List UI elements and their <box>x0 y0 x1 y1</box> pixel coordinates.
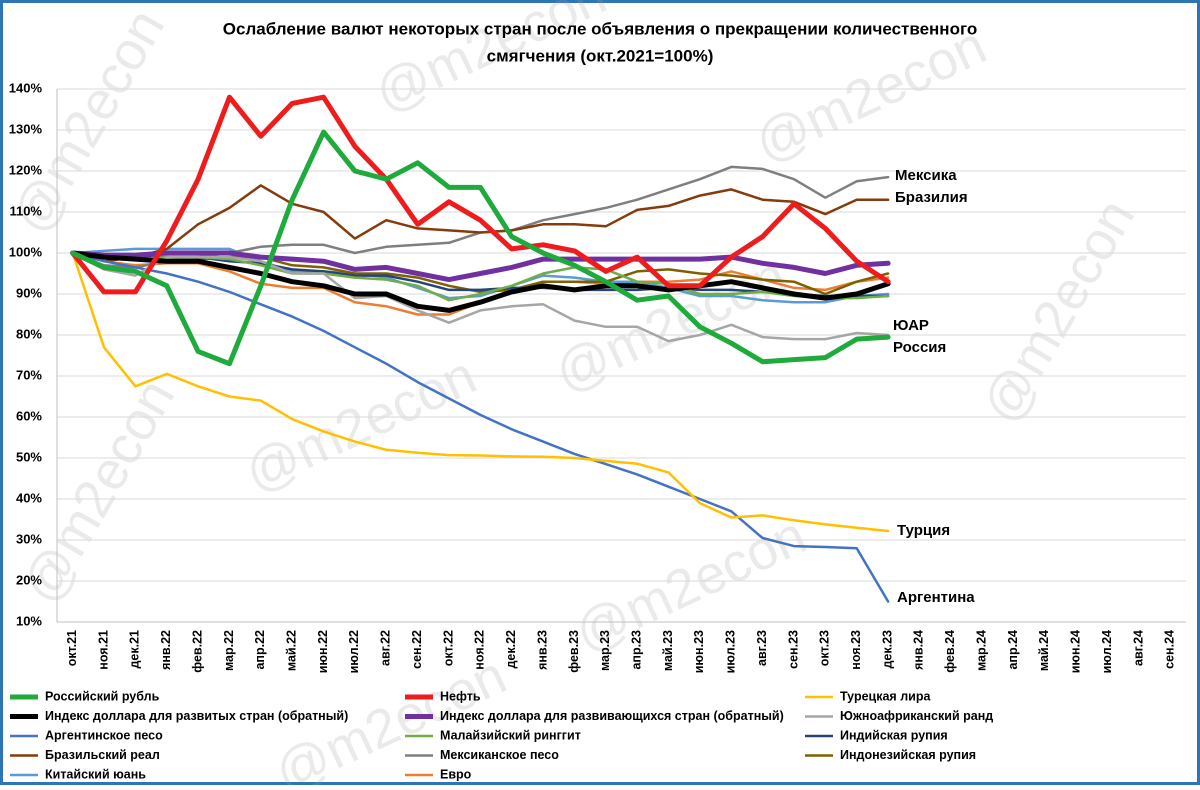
y-tick-label: 70% <box>16 367 42 382</box>
x-tick-label: янв.24 <box>912 630 926 670</box>
x-tick-label: июл.23 <box>724 630 738 673</box>
x-tick-label: фев.24 <box>943 630 957 673</box>
legend-label: Малайзийский ринггит <box>440 728 581 742</box>
series-line <box>71 247 890 304</box>
x-tick-label: янв.23 <box>535 630 549 670</box>
annotation: Бразилия <box>895 189 968 206</box>
y-tick-label: 80% <box>16 326 42 341</box>
x-tick-label: авг.24 <box>1131 630 1145 666</box>
legend-label: Индийская рупия <box>840 728 948 742</box>
legend-label: Индекс доллара для развитых стран (обрат… <box>45 709 348 723</box>
y-tick-label: 130% <box>9 121 43 136</box>
legend-label: Индекс доллара для развивающихся стран (… <box>440 709 784 723</box>
series-line <box>71 251 890 343</box>
series-line <box>70 129 891 367</box>
x-tick-label: фев.23 <box>567 630 581 673</box>
legend-label: Российский рубль <box>45 689 160 703</box>
x-tick-label: окт.22 <box>441 630 455 666</box>
y-tick-label: 20% <box>16 572 42 587</box>
x-tick-label: дек.21 <box>128 630 142 669</box>
legend-label: Южноафриканский ранд <box>840 709 993 723</box>
x-tick-label: мар.22 <box>222 630 236 671</box>
y-tick-label: 10% <box>16 613 42 628</box>
x-tick-label: окт.21 <box>65 630 79 666</box>
series-line <box>71 184 890 263</box>
chart-title: Ослабление валют некоторых стран после о… <box>223 19 977 38</box>
annotation: Турция <box>897 522 950 539</box>
x-tick-label: июл.22 <box>347 630 361 673</box>
legend-label: Индонезийская рупия <box>840 748 976 762</box>
x-tick-label: июн.22 <box>316 630 330 673</box>
series-line <box>70 94 891 295</box>
x-tick-label: окт.23 <box>818 630 832 666</box>
x-tick-label: май.23 <box>661 630 675 671</box>
series-line <box>70 250 891 313</box>
y-tick-label: 40% <box>16 490 42 505</box>
y-tick-label: 100% <box>9 244 43 259</box>
x-tick-label: сен.22 <box>410 630 424 669</box>
annotation: Россия <box>893 339 946 356</box>
x-tick-label: фев.22 <box>190 630 204 673</box>
x-tick-label: июл.24 <box>1100 630 1114 673</box>
y-tick-label: 110% <box>9 203 42 218</box>
x-tick-label: апр.23 <box>629 630 643 670</box>
annotation: Аргентина <box>897 589 975 606</box>
series-line <box>71 251 890 533</box>
x-tick-label: мар.23 <box>598 630 612 671</box>
x-tick-label: мар.24 <box>974 630 988 671</box>
legend-label: Китайский юань <box>45 767 146 781</box>
x-tick-label: авг.23 <box>755 630 769 666</box>
x-tick-label: май.22 <box>285 630 299 671</box>
legend-label: Евро <box>440 767 472 781</box>
y-tick-label: 30% <box>16 531 42 546</box>
x-tick-label: янв.22 <box>159 630 173 670</box>
x-tick-label: май.24 <box>1037 630 1051 671</box>
x-tick-label: дек.22 <box>504 630 518 669</box>
series-line <box>71 251 890 603</box>
legend-label: Бразильский реал <box>45 748 160 762</box>
x-tick-label: ноя.21 <box>96 630 110 670</box>
y-tick-label: 90% <box>16 285 42 300</box>
chart-title: смягчения (окт.2021=100%) <box>487 46 714 65</box>
legend-label: Аргентинское песо <box>45 728 163 742</box>
series-line <box>70 250 891 283</box>
y-tick-label: 120% <box>9 162 43 177</box>
x-tick-label: июн.24 <box>1069 630 1083 673</box>
x-tick-label: июн.23 <box>692 630 706 673</box>
x-tick-label: дек.23 <box>880 630 894 669</box>
x-tick-label: апр.22 <box>253 630 267 670</box>
annotation: Мексика <box>895 167 957 184</box>
grid: 10% 20% 30% 40% 50% 60% 70% 80% 90% 100% 110% 120% 1… <box>9 80 1186 673</box>
x-tick-label: авг.22 <box>379 630 393 666</box>
legend: Российский рубль Нефть Турецкая лира Индекс… <box>10 689 993 781</box>
x-tick-label: апр.24 <box>1006 630 1020 670</box>
legend-label: Нефть <box>440 689 481 703</box>
x-tick-label: ноя.22 <box>473 630 487 670</box>
lines <box>70 94 891 603</box>
y-tick-label: 50% <box>16 449 42 464</box>
x-tick-label: ноя.23 <box>849 630 863 670</box>
y-tick-label: 60% <box>16 408 42 423</box>
legend-label: Мексиканское песо <box>440 748 559 762</box>
annotation: ЮАР <box>893 317 929 334</box>
x-tick-label: сен.23 <box>786 630 800 669</box>
y-tick-label: 140% <box>9 80 43 95</box>
x-tick-label: сен.24 <box>1163 630 1177 669</box>
legend-label: Турецкая лира <box>840 689 931 703</box>
